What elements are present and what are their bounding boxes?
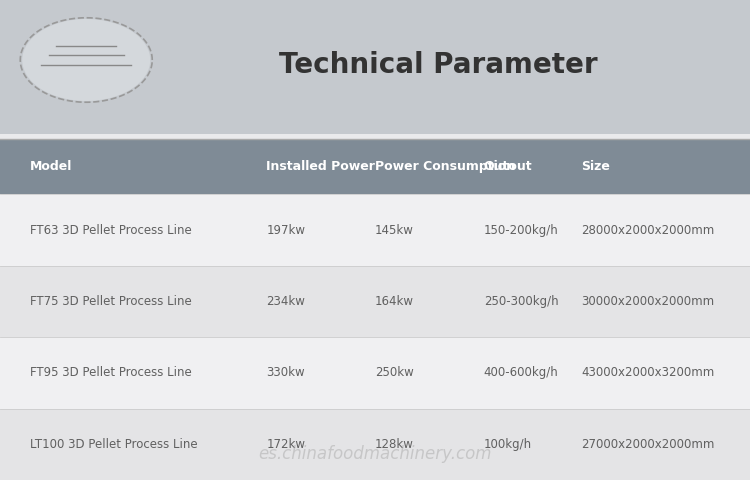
FancyBboxPatch shape <box>0 139 750 194</box>
Text: Power Consumption: Power Consumption <box>375 160 515 173</box>
Text: Model: Model <box>30 160 72 173</box>
Text: Size: Size <box>581 160 610 173</box>
Text: 400-600kg/h: 400-600kg/h <box>484 366 559 379</box>
FancyBboxPatch shape <box>0 337 750 408</box>
Text: 172kw: 172kw <box>266 438 305 451</box>
FancyBboxPatch shape <box>0 408 750 480</box>
Text: LT100 3D Pellet Process Line: LT100 3D Pellet Process Line <box>30 438 198 451</box>
Text: Outout: Outout <box>484 160 532 173</box>
Text: FT75 3D Pellet Process Line: FT75 3D Pellet Process Line <box>30 295 192 308</box>
Text: 234kw: 234kw <box>266 295 305 308</box>
Text: 250-300kg/h: 250-300kg/h <box>484 295 558 308</box>
Text: 100kg/h: 100kg/h <box>484 438 532 451</box>
FancyBboxPatch shape <box>0 266 750 337</box>
Text: 197kw: 197kw <box>266 224 305 237</box>
FancyBboxPatch shape <box>0 194 750 266</box>
Circle shape <box>22 19 150 101</box>
Text: 250kw: 250kw <box>375 366 414 379</box>
Text: 27000x2000x2000mm: 27000x2000x2000mm <box>581 438 715 451</box>
Text: FT95 3D Pellet Process Line: FT95 3D Pellet Process Line <box>30 366 192 379</box>
Text: 43000x2000x3200mm: 43000x2000x3200mm <box>581 366 715 379</box>
Text: Technical Parameter: Technical Parameter <box>280 51 598 79</box>
Text: 164kw: 164kw <box>375 295 414 308</box>
Text: 330kw: 330kw <box>266 366 305 379</box>
Text: 145kw: 145kw <box>375 224 414 237</box>
Text: 150-200kg/h: 150-200kg/h <box>484 224 559 237</box>
Text: 128kw: 128kw <box>375 438 414 451</box>
Text: 30000x2000x2000mm: 30000x2000x2000mm <box>581 295 714 308</box>
Text: Installed Power: Installed Power <box>266 160 375 173</box>
FancyBboxPatch shape <box>0 134 750 480</box>
Text: 28000x2000x2000mm: 28000x2000x2000mm <box>581 224 715 237</box>
Text: FT63 3D Pellet Process Line: FT63 3D Pellet Process Line <box>30 224 192 237</box>
FancyBboxPatch shape <box>0 0 750 134</box>
Text: es.chinafoodmachinery.com: es.chinafoodmachinery.com <box>258 444 492 463</box>
